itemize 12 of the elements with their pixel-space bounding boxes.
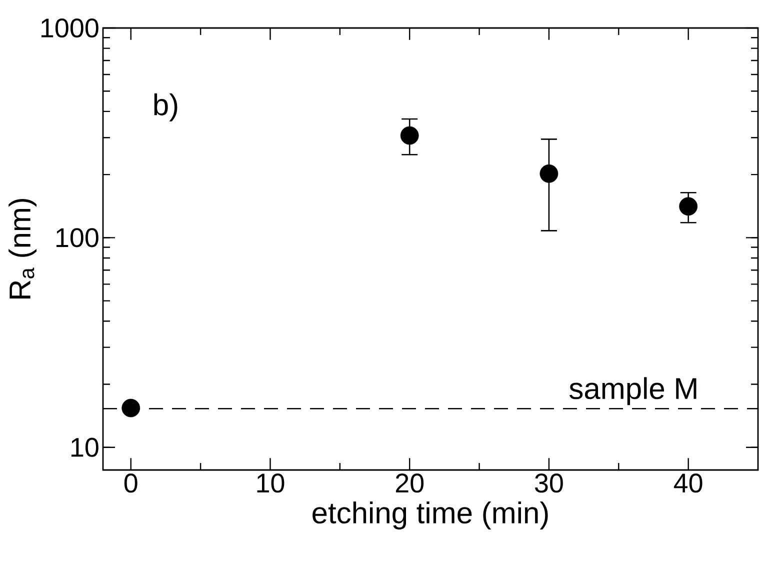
x-tick-label: 40 [674, 474, 702, 493]
x-tick-label: 0 [124, 474, 138, 493]
y-axis-title: R$_{a}$ (nm) [8, 198, 37, 298]
x-tick-label: 30 [534, 474, 563, 493]
y-tick-label: 100 [56, 228, 98, 248]
y-tick-label: 10 [71, 438, 98, 457]
annotation: b) [154, 93, 178, 122]
y-tick-label: 1000 [41, 18, 98, 38]
x-tick-label: 20 [396, 474, 424, 493]
x-tick-label: 10 [257, 474, 284, 493]
ref-line-label: sample M [570, 377, 696, 406]
x-axis-title: etching time (min) [312, 502, 548, 530]
